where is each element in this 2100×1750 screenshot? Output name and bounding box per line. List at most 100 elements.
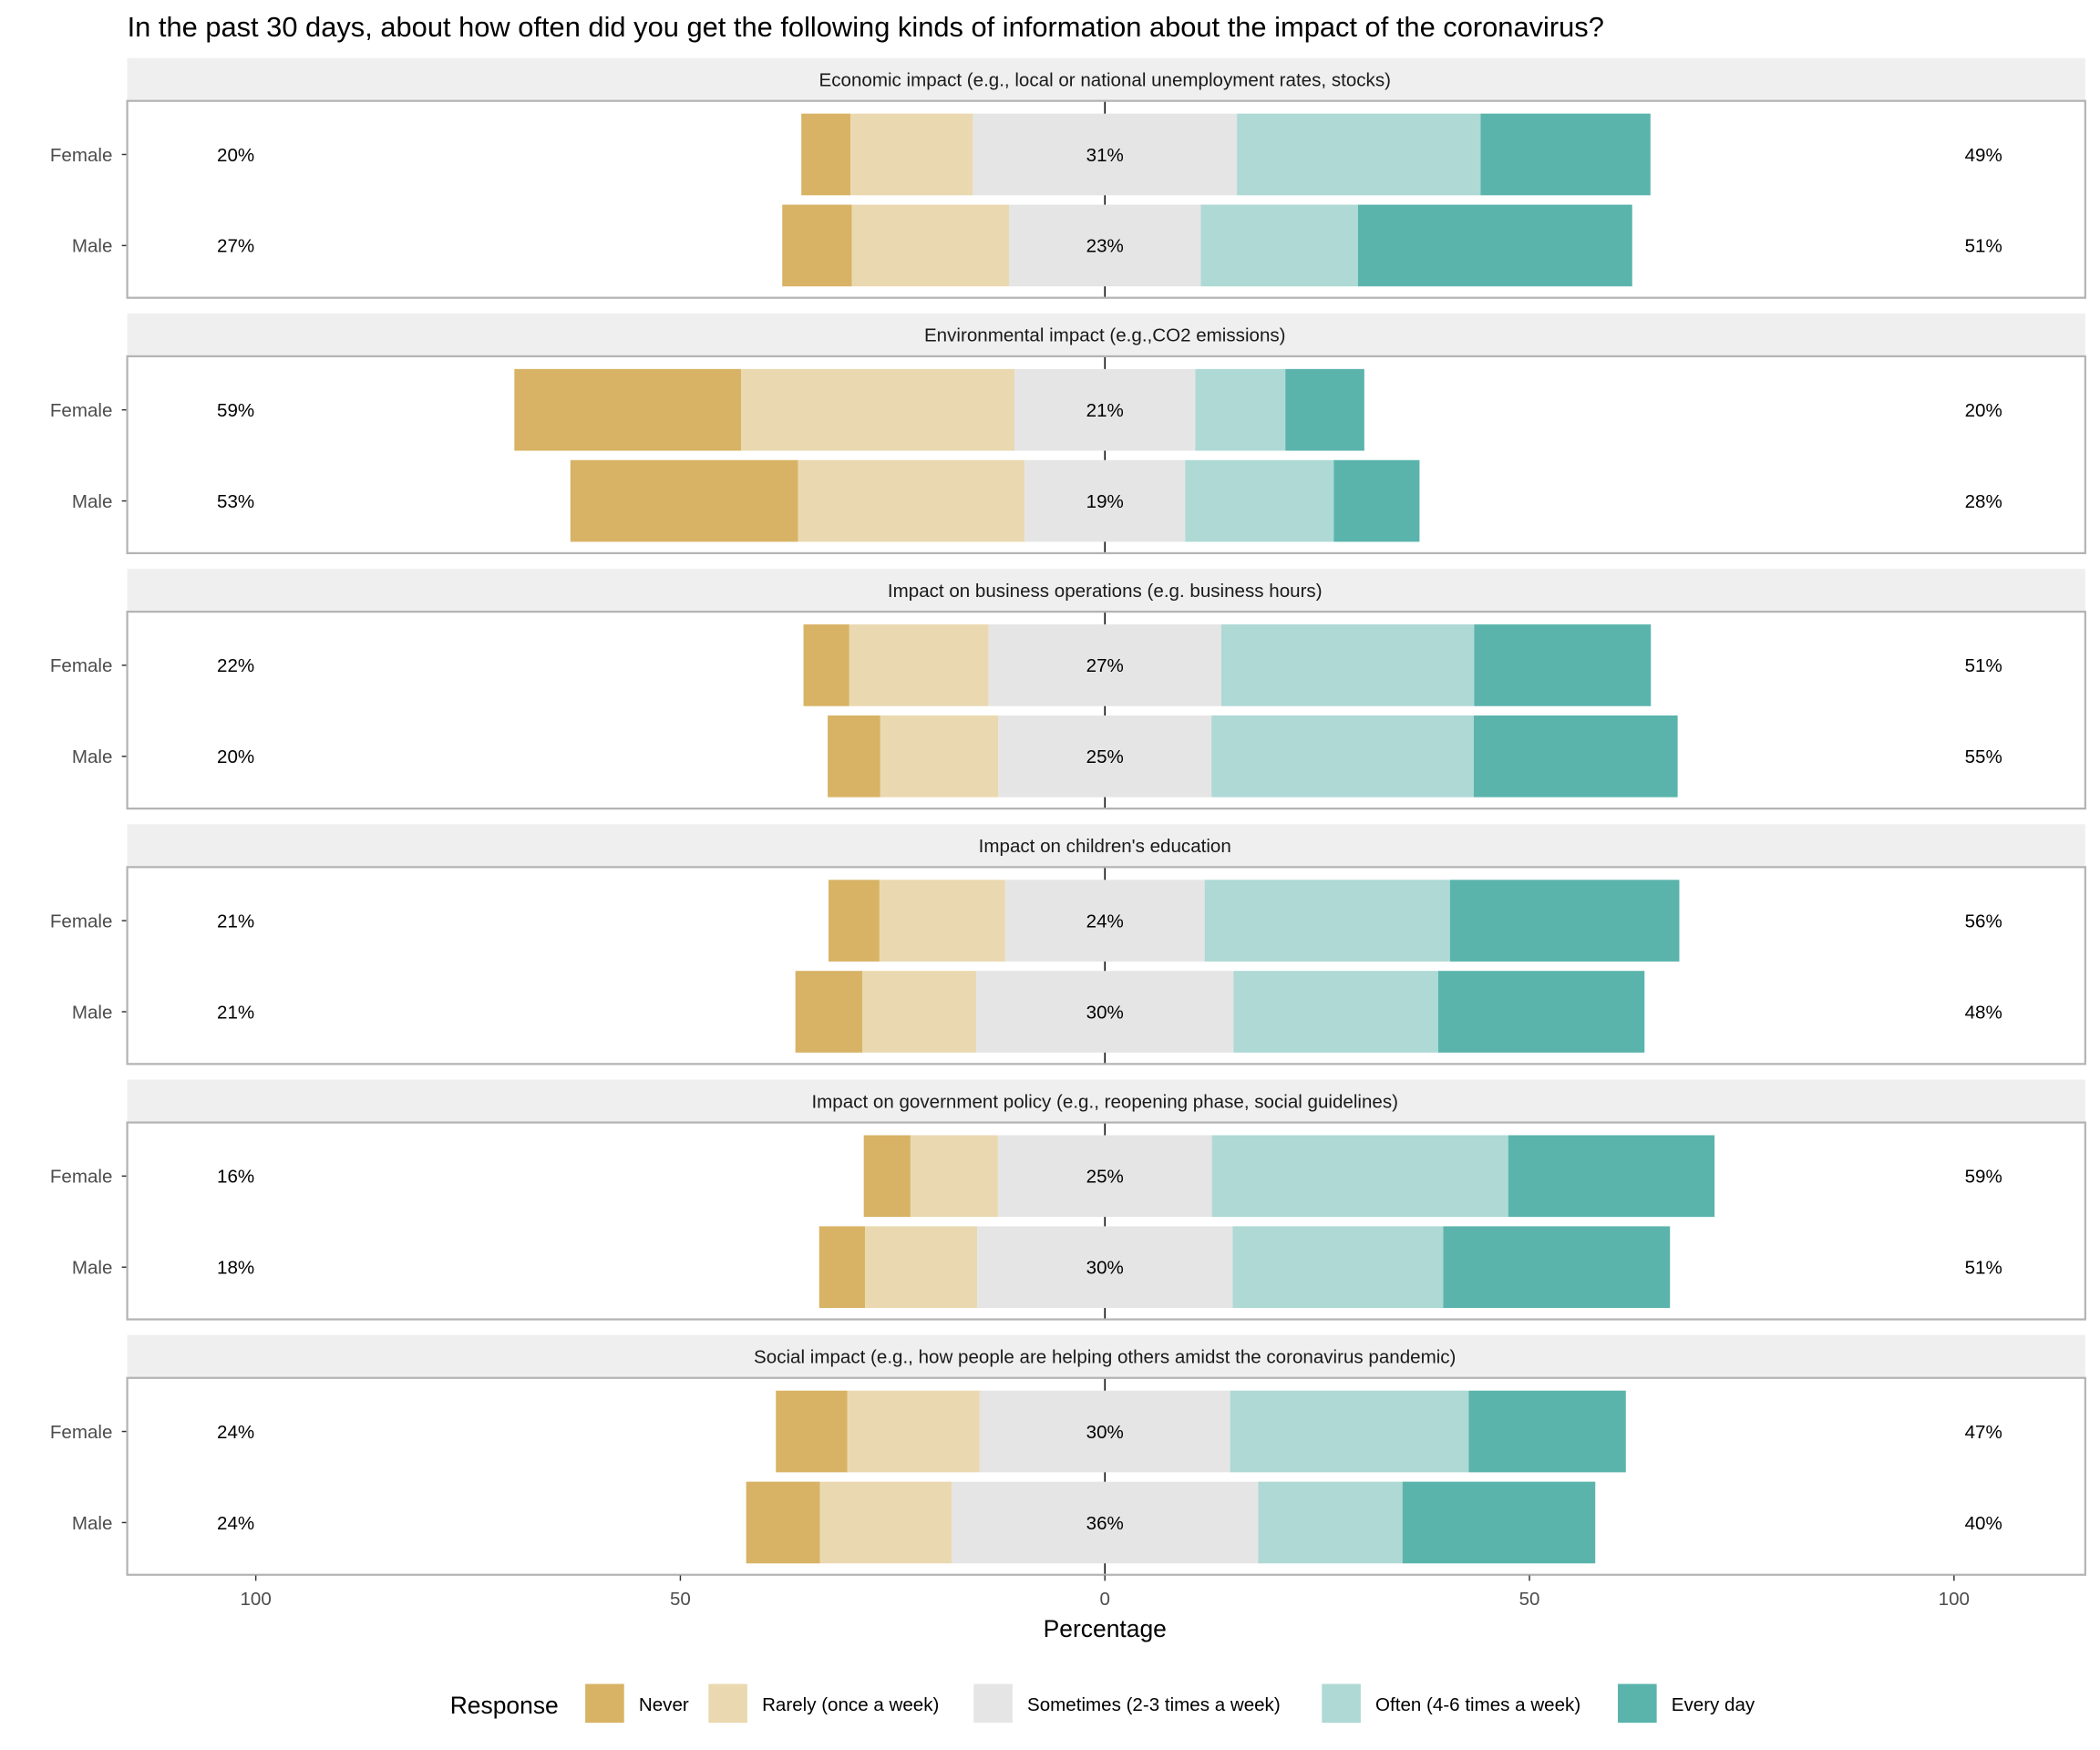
bar-segment-never [828,715,880,798]
neutral-percent-label: 36% [1086,1513,1124,1534]
facet-panel: Impact on government policy (e.g., reope… [50,1079,2086,1321]
bar-segment-rarely [879,880,1005,962]
bar-segment-sometimes [997,1135,1212,1218]
x-axis: 100 50 0 50 100 [240,1575,1970,1610]
facet-strip [127,824,2085,868]
bar-segment-often [1200,204,1358,287]
facet-panel: Economic impact (e.g., local or national… [50,57,2086,299]
legend-swatch [973,1683,1013,1724]
legend-title: Response [450,1692,559,1719]
legend-label: Often (4-6 times a week) [1375,1694,1580,1715]
bar-segment-sometimes [1014,368,1196,451]
bar-segment-every [1449,880,1680,962]
low-percent-label: 27% [217,236,254,257]
high-percent-label: 56% [1965,911,2002,932]
row-label: Male [72,1258,113,1279]
bar-segment-often [1230,1390,1469,1473]
low-percent-label: 21% [217,1002,254,1023]
low-percent-label: 53% [217,491,254,512]
bar-segment-often [1237,113,1481,196]
bar-segment-sometimes [973,113,1238,196]
bar-segment-often [1233,971,1438,1053]
x-tick-label: 50 [1519,1589,1540,1610]
bar-segment-rarely [819,1481,952,1564]
low-percent-label: 24% [217,1513,254,1534]
bar-segment-every [1285,368,1364,451]
low-percent-label: 59% [217,400,254,421]
bar-segment-sometimes [952,1481,1259,1564]
bar-segment-sometimes [988,624,1221,706]
bar-segment-every [1402,1481,1596,1564]
bar-segment-rarely [851,204,1009,287]
bar-segment-rarely [865,1226,978,1309]
low-percent-label: 22% [217,655,254,676]
neutral-percent-label: 23% [1086,236,1124,257]
bar-segment-every [1474,624,1652,706]
bar-segment-sometimes [979,1390,1230,1473]
bar-segment-never [829,880,880,962]
high-percent-label: 49% [1965,145,2002,166]
panel-border [126,611,2086,810]
bar-segment-every [1508,1135,1715,1218]
bar-segment-rarely [880,715,999,798]
low-percent-label: 21% [217,911,254,932]
panel-border [126,1376,2086,1576]
neutral-percent-label: 25% [1086,746,1124,767]
row-label: Female [50,1167,113,1188]
bar-segment-rarely [849,624,989,706]
neutral-percent-label: 24% [1086,911,1124,932]
row-label: Female [50,145,113,166]
row-label: Male [72,1002,113,1023]
bar-segment-every [1357,204,1632,287]
low-percent-label: 16% [217,1167,254,1188]
legend-label: Sometimes (2-3 times a week) [1027,1694,1281,1715]
facet-strip [127,1334,2085,1378]
facet-panel: Environmental impact (e.g.,CO2 emissions… [50,313,2086,555]
panels: Economic impact (e.g., local or national… [50,57,2086,1576]
facet-title: Impact on business operations (e.g. busi… [888,581,1323,602]
bar-segment-never [795,971,863,1053]
bar-segment-rarely [847,1390,980,1473]
facet-title: Impact on children's education [979,836,1231,857]
row-label: Male [72,746,113,767]
bar-segment-sometimes [998,715,1212,798]
row-label: Male [72,491,113,512]
bar-segment-every [1480,113,1651,196]
bar-segment-often [1195,368,1286,451]
facet-strip [127,57,2085,101]
chart-title: In the past 30 days, about how often did… [128,11,1604,43]
neutral-percent-label: 30% [1086,1422,1124,1443]
bar-segment-never [801,113,851,196]
facet-strip [127,1079,2085,1123]
bar-segment-never [803,624,849,706]
legend-swatch [1618,1683,1657,1724]
bar-segment-sometimes [977,1226,1233,1309]
panel-border [126,866,2086,1065]
row-label: Female [50,400,113,421]
facet-title: Environmental impact (e.g.,CO2 emissions… [924,325,1286,346]
row-label: Female [50,1422,113,1443]
legend-label: Every day [1672,1694,1755,1715]
facet-title: Economic impact (e.g., local or national… [819,70,1391,91]
bar-segment-rarely [741,368,1015,451]
high-percent-label: 40% [1965,1513,2002,1534]
x-tick-label: 50 [670,1589,691,1610]
row-label: Female [50,911,113,932]
bar-segment-sometimes [1008,204,1201,287]
facet-strip [127,569,2085,612]
high-percent-label: 51% [1965,1258,2002,1279]
low-percent-label: 24% [217,1422,254,1443]
row-label: Male [72,1513,113,1534]
facet-panel: Impact on business operations (e.g. busi… [50,569,2086,810]
bar-segment-every [1443,1226,1671,1309]
bar-segment-never [818,1226,866,1309]
legend-swatch [1322,1683,1361,1724]
bar-segment-every [1474,715,1678,798]
bar-segment-often [1258,1481,1403,1564]
bar-segment-sometimes [1024,459,1186,542]
high-percent-label: 51% [1965,655,2002,676]
high-percent-label: 48% [1965,1002,2002,1023]
low-percent-label: 18% [217,1258,254,1279]
neutral-percent-label: 30% [1086,1002,1124,1023]
